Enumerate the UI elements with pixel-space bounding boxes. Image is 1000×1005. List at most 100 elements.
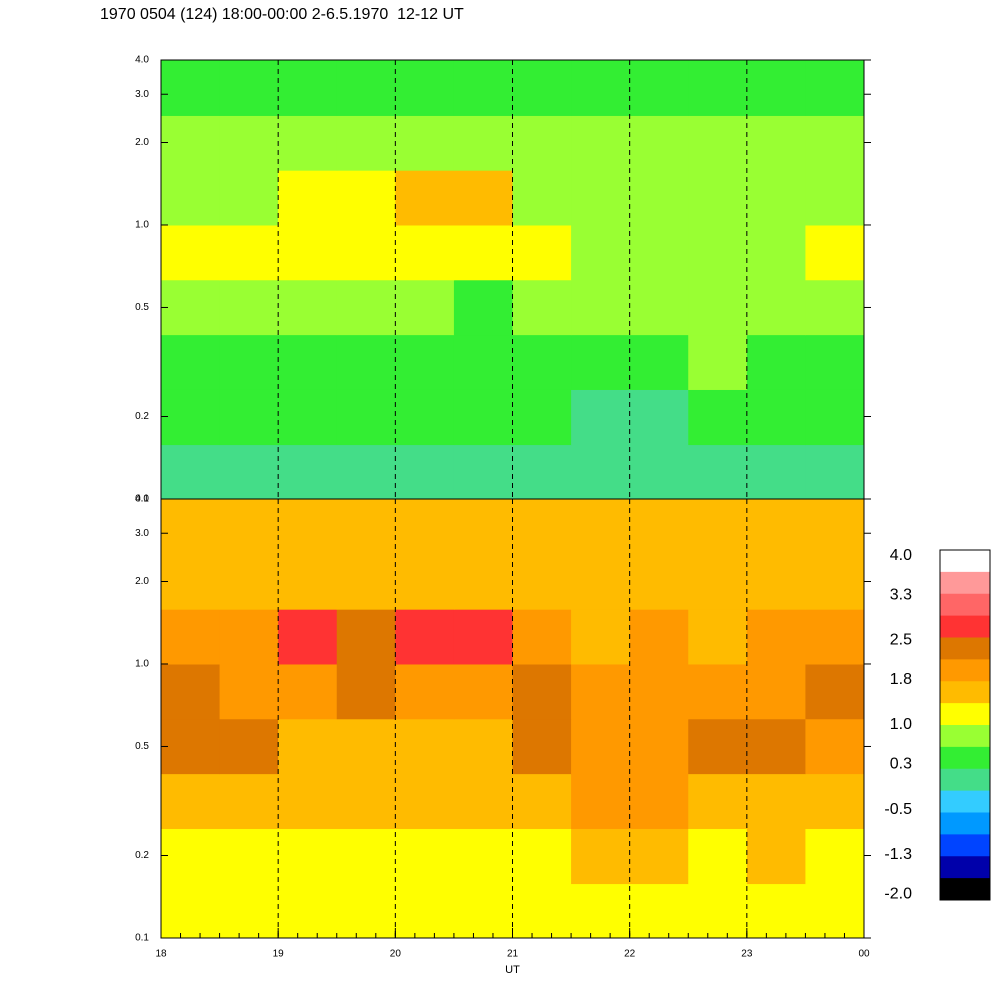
colorbar-band [940, 637, 990, 660]
heat-cell [512, 334, 572, 390]
heat-cell [629, 60, 689, 116]
y-tick-label: 0.2 [135, 850, 149, 861]
heat-cell [278, 115, 338, 171]
heat-cell [453, 773, 513, 829]
x-tick-label: 23 [741, 949, 753, 960]
heat-cell [746, 444, 806, 500]
heat-cell [746, 60, 806, 116]
heat-cell [219, 60, 279, 116]
heat-cell [746, 334, 806, 390]
heat-cell [161, 389, 221, 446]
heat-cell [571, 883, 631, 939]
heat-cell [746, 499, 806, 555]
heat-cell [336, 828, 396, 885]
y-tick-label: 4.0 [135, 494, 149, 505]
heat-cell [161, 115, 221, 171]
heat-cell [805, 170, 865, 226]
y-tick-label: 1.0 [135, 220, 149, 231]
colorbar-label: 1.8 [890, 671, 912, 688]
heat-cell [512, 279, 572, 336]
heat-cell [453, 718, 513, 775]
heat-cell [161, 279, 221, 336]
heat-cell [453, 279, 513, 336]
heat-cell [278, 609, 338, 665]
y-tick-label: 0.5 [135, 741, 149, 752]
heat-cell [571, 773, 631, 829]
heat-cell [219, 224, 279, 281]
heat-cell [571, 334, 631, 390]
heat-cell [161, 828, 221, 885]
x-tick-label: 18 [155, 949, 167, 960]
y-tick-label: 3.0 [135, 528, 149, 539]
heat-cell [336, 389, 396, 446]
heat-cell [336, 609, 396, 665]
y-tick-label: 0.5 [135, 302, 149, 313]
heat-cell [688, 828, 748, 885]
y-tick-label: 4.0 [135, 55, 149, 66]
heat-cell [805, 224, 865, 281]
heat-cell [629, 279, 689, 336]
colorbar-label: 2.5 [890, 632, 912, 649]
heat-cell [688, 718, 748, 775]
colorbar-label: -1.3 [884, 846, 912, 863]
heat-cell [219, 499, 279, 555]
colorbar-band [940, 571, 990, 595]
colorbar-label: 1.0 [890, 716, 912, 733]
heat-cell [278, 444, 338, 500]
y-tick-label: 2.0 [135, 576, 149, 587]
colorbar-label: -2.0 [884, 886, 912, 903]
heat-cell [395, 224, 455, 281]
heat-cell [219, 334, 279, 390]
heat-cell [278, 718, 338, 775]
heat-cell [219, 773, 279, 829]
heat-cell [805, 883, 865, 939]
colorbar-band [940, 725, 990, 748]
heat-cell [629, 663, 689, 720]
heat-cell [453, 389, 513, 446]
heat-cell [161, 444, 221, 500]
heat-cell [161, 60, 221, 116]
heat-cell [512, 389, 572, 446]
heat-cell [688, 224, 748, 281]
y-tick-label: 0.1 [135, 494, 149, 505]
colorbar-label: -0.5 [884, 801, 912, 818]
y-tick-label: 0.1 [135, 933, 149, 944]
colorbar-band [940, 834, 990, 857]
heat-cell [336, 663, 396, 720]
heat-cell [453, 444, 513, 500]
heat-cell [571, 60, 631, 116]
heat-cell [688, 444, 748, 500]
heat-cell [629, 224, 689, 281]
colorbar-band [940, 703, 990, 726]
heat-cell [688, 499, 748, 555]
heat-cell [629, 883, 689, 939]
heat-cell [805, 279, 865, 336]
heat-cell [219, 444, 279, 500]
heat-cell [395, 883, 455, 939]
heat-cell [161, 170, 221, 226]
heat-cell [453, 609, 513, 665]
heat-cell [746, 224, 806, 281]
heat-cell [688, 115, 748, 171]
heat-cell [688, 389, 748, 446]
heat-cell [805, 444, 865, 500]
colorbar-band [940, 659, 990, 682]
x-tick-label: 20 [390, 949, 402, 960]
heat-cell [219, 718, 279, 775]
heat-cell [278, 499, 338, 555]
heat-cell [512, 828, 572, 885]
heat-cell [219, 609, 279, 665]
heat-cell [512, 60, 572, 116]
heat-cell [805, 609, 865, 665]
heat-cell [688, 279, 748, 336]
heat-cell [219, 115, 279, 171]
colorbar-label: 0.3 [890, 756, 912, 773]
heat-cell [278, 389, 338, 446]
heat-cell [219, 389, 279, 446]
colorbar-label: 3.3 [890, 586, 912, 603]
heat-cell [161, 663, 221, 720]
heat-cell [805, 828, 865, 885]
x-axis-label: UT [505, 964, 520, 976]
